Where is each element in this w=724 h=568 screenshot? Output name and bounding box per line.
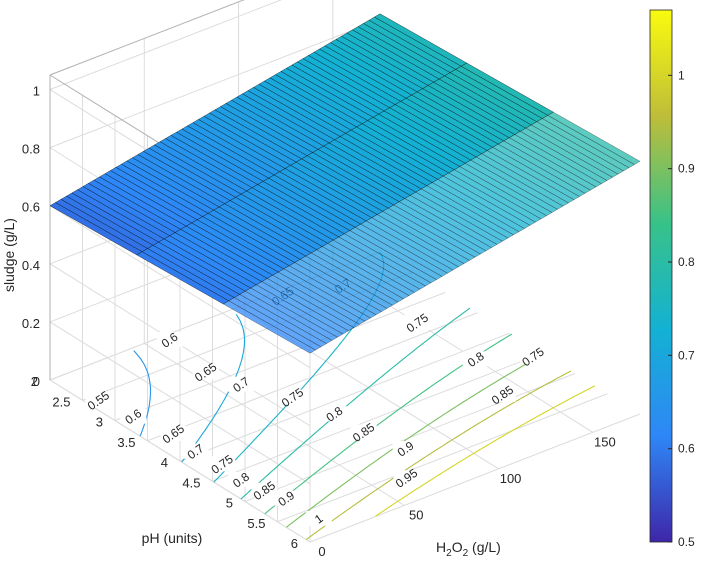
- contour-label: 0.95: [393, 466, 420, 491]
- contour-label-bg: [321, 406, 348, 422]
- contour-label: 0.65: [160, 421, 187, 446]
- z-axis-label: sludge (g/L): [1, 218, 17, 292]
- contour-line: [240, 307, 471, 500]
- contour-line: [305, 370, 572, 541]
- contour-label-bg: [251, 482, 278, 498]
- ph-tick-label: 2: [31, 374, 38, 389]
- ph-tick-label: 5.5: [247, 516, 265, 531]
- contour-line: [286, 353, 545, 528]
- colorbar-tick-label: 0.6: [678, 442, 695, 456]
- colorbar-gradient: [649, 9, 673, 543]
- ph-tick-label: 6: [291, 536, 298, 551]
- contour-line: [133, 350, 152, 437]
- contour-label-bg: [120, 408, 147, 424]
- contour-label: 0.55: [85, 388, 112, 413]
- ph-tick-label: 5: [226, 496, 233, 511]
- z-tick-label: 0.4: [22, 258, 40, 273]
- contour-label-bg: [404, 314, 431, 330]
- contour-line: [181, 314, 246, 463]
- ph-tick-label: 4: [161, 455, 168, 470]
- contour-label-bg: [489, 387, 516, 403]
- contour-label: 0.85: [350, 420, 377, 445]
- surface-patch: [547, 111, 641, 165]
- z-tick-label: 0.6: [22, 200, 40, 215]
- gridline: [114, 292, 446, 421]
- contour-label-bg: [156, 332, 183, 348]
- contour-label-bg: [520, 348, 547, 364]
- contour-label: 0.65: [192, 360, 219, 385]
- x-axis-label: H2O2 (g/L): [436, 539, 501, 559]
- y-axis-label: pH (units): [142, 530, 203, 546]
- ph-tick-label: 3.5: [117, 435, 135, 450]
- contour-label-bg: [305, 510, 332, 526]
- contour-label: 0.75: [404, 310, 431, 335]
- contour-label-bg: [279, 389, 306, 405]
- ph-tick-label: 4.5: [182, 475, 200, 490]
- z-tick-label: 0.2: [22, 316, 40, 331]
- contour-label-bg: [192, 364, 219, 380]
- z-tick-label: 1: [33, 84, 40, 99]
- colorbar-tick-label: 0.8: [678, 255, 695, 269]
- h2o2-tick-label: 100: [500, 471, 522, 486]
- colorbar-tick-label: 0.9: [678, 162, 695, 176]
- h2o2-tick-label: 50: [409, 507, 423, 522]
- axis-edge: [49, 0, 245, 76]
- axes-layer: 0 0.2 0.4 0.6 0.8 1 2 2.5 3 3.5 4 4.5 5 5.5 6 0 50 100 150: [22, 84, 616, 559]
- h2o2-tick-label: 150: [594, 434, 616, 449]
- gridline: [277, 393, 608, 523]
- contour-label-bg: [350, 424, 377, 440]
- gridline: [309, 413, 641, 543]
- ph-tick-label: 3: [96, 415, 103, 430]
- contour-label-bg: [209, 456, 236, 472]
- z-tick-label: 0: [33, 374, 40, 389]
- contour-label-bg: [228, 472, 255, 488]
- colorbar-tick-label: 1: [678, 68, 685, 82]
- contour-line: [375, 385, 596, 517]
- contour-label-bg: [85, 392, 112, 408]
- colorbar: 0.5 0.6 0.7 0.8 0.9 1: [649, 9, 695, 549]
- contour-label-bg: [462, 351, 489, 367]
- gridline: [212, 352, 543, 482]
- ph-tick-label: 2.5: [52, 394, 70, 409]
- contour-label-bg: [182, 443, 209, 459]
- contour-label-bg: [393, 470, 420, 486]
- gridline: [49, 19, 381, 149]
- gridline: [49, 0, 283, 90]
- colorbar-tick-label: 0.7: [678, 348, 695, 362]
- gridline: [179, 332, 511, 462]
- colorbar-tick-label: 0.5: [678, 535, 695, 549]
- contour-label-bg: [392, 441, 419, 457]
- contour-label-bg: [160, 425, 187, 441]
- contour-label-bg: [273, 490, 300, 506]
- h2o2-tick-label: 0: [318, 544, 325, 559]
- contour-label-bg: [228, 376, 255, 392]
- surface-layer: [49, 13, 641, 354]
- z-tick-label: 0.8: [22, 142, 40, 157]
